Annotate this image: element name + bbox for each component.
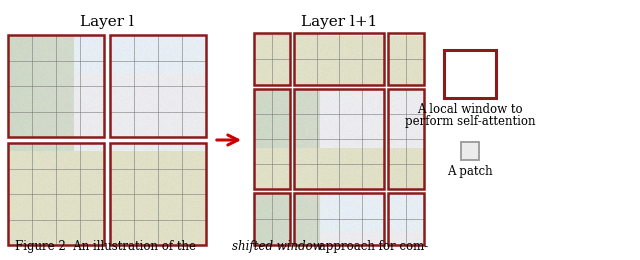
Text: A patch: A patch xyxy=(447,165,493,178)
Bar xyxy=(388,193,424,245)
Text: Layer l: Layer l xyxy=(80,15,134,29)
Bar xyxy=(110,35,206,137)
Bar xyxy=(444,50,496,98)
Bar xyxy=(461,142,479,160)
Bar xyxy=(254,33,290,85)
Text: Layer l+1: Layer l+1 xyxy=(301,15,377,29)
Bar xyxy=(8,143,104,245)
Text: perform self-attention: perform self-attention xyxy=(404,115,535,128)
Bar xyxy=(388,89,424,189)
Bar xyxy=(294,193,384,245)
Text: A local window to: A local window to xyxy=(417,103,523,116)
Bar xyxy=(294,33,384,85)
Text: shifted window: shifted window xyxy=(232,240,323,253)
Text: approach for com-: approach for com- xyxy=(315,240,428,253)
Bar xyxy=(388,33,424,85)
Bar xyxy=(110,143,206,245)
Bar xyxy=(8,35,104,137)
Bar xyxy=(254,193,290,245)
Text: Figure 2  An illustration of the: Figure 2 An illustration of the xyxy=(15,240,200,253)
Bar xyxy=(294,89,384,189)
Bar xyxy=(254,89,290,189)
